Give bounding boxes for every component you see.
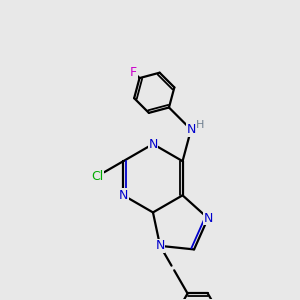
- Text: H: H: [196, 120, 204, 130]
- Text: N: N: [186, 123, 196, 136]
- Text: Cl: Cl: [92, 169, 104, 182]
- Text: N: N: [155, 239, 165, 252]
- Text: N: N: [203, 212, 213, 225]
- Text: N: N: [148, 138, 158, 151]
- Text: N: N: [119, 189, 128, 202]
- Text: F: F: [130, 66, 137, 79]
